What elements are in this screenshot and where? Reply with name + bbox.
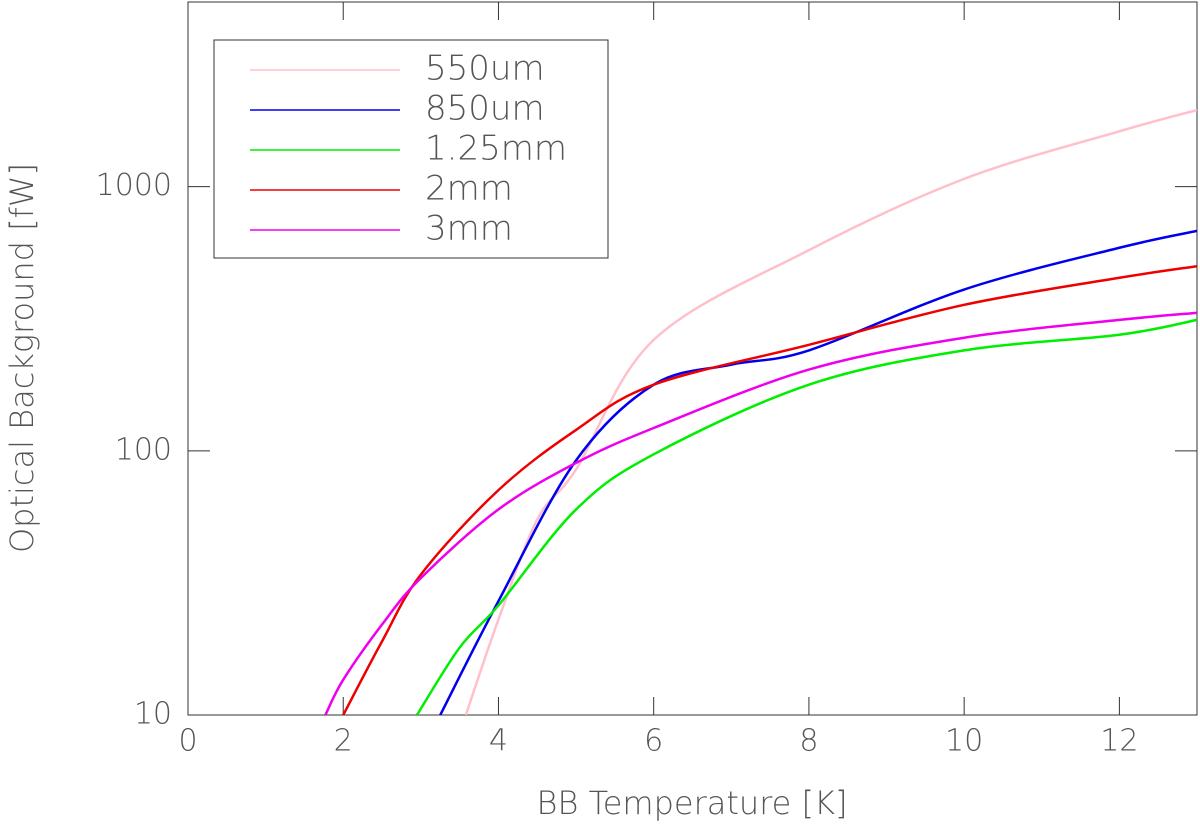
legend-label: 3mm: [425, 209, 513, 249]
x-tick-label: 8: [799, 724, 818, 759]
x-tick-label: 4: [489, 724, 508, 759]
y-tick-label: 1000: [96, 168, 172, 203]
x-tick-label: 10: [945, 724, 983, 759]
series-line: [324, 311, 1197, 715]
x-tick-label: 2: [334, 724, 353, 759]
legend-label: 850um: [425, 89, 545, 129]
legend-label: 2mm: [425, 169, 513, 209]
series-line: [342, 264, 1197, 715]
x-tick-label: 6: [644, 724, 663, 759]
legend-box: [213, 39, 609, 259]
x-tick-label: 12: [1100, 724, 1138, 759]
x-tick-label: 0: [178, 724, 197, 759]
series-line: [415, 318, 1197, 715]
x-axis-label: BB Temperature [K]: [537, 784, 848, 822]
series-line: [464, 108, 1197, 715]
y-tick-label: 10: [134, 697, 172, 732]
legend-label: 550um: [425, 49, 545, 89]
y-axis-label: Optical Background [fW]: [3, 163, 41, 553]
plot-frame: [187, 1, 1198, 716]
legend-label: 1.25mm: [425, 129, 567, 169]
y-tick-label: 100: [115, 432, 172, 467]
series-line: [439, 229, 1197, 715]
